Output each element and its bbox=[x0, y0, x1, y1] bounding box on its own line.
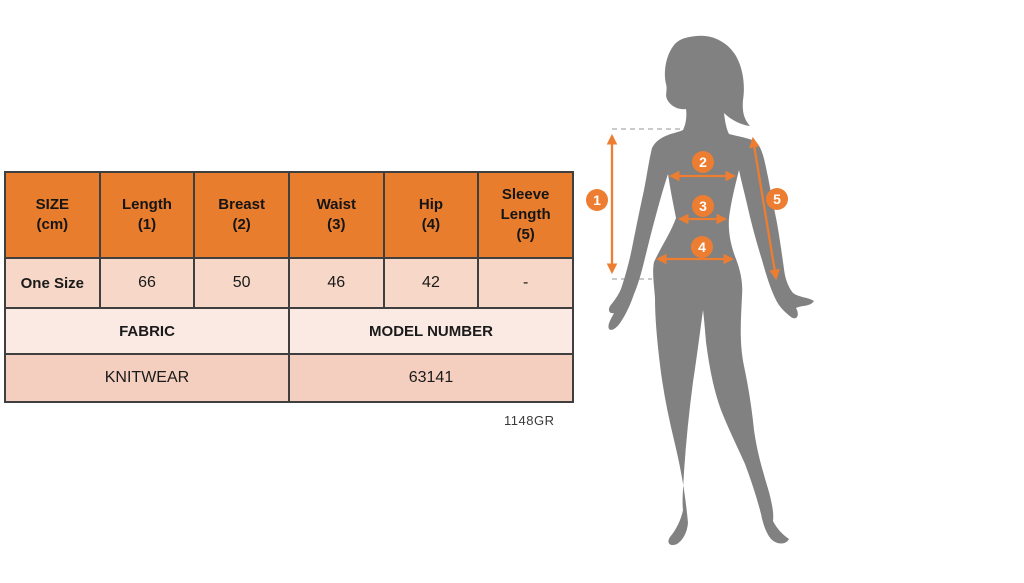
marker-4-hip: 4 bbox=[691, 236, 713, 258]
length-value: 66 bbox=[98, 257, 196, 309]
marker-5-sleeve: 5 bbox=[766, 188, 788, 210]
marker-1-length: 1 bbox=[586, 189, 608, 211]
fabric-header: FABRIC bbox=[4, 307, 290, 355]
header-sleeve-length: Sleeve Length (5) bbox=[477, 171, 574, 259]
marker-2-breast: 2 bbox=[692, 151, 714, 173]
model-number-header: MODEL NUMBER bbox=[287, 307, 575, 355]
header-length: Length (1) bbox=[98, 171, 196, 259]
table-header-row: SIZE (cm) Length (1) Breast (2) Waist (3… bbox=[4, 171, 574, 259]
sleeve-arrow bbox=[749, 136, 780, 281]
product-code: 1148GR bbox=[504, 413, 555, 428]
header-breast: Breast (2) bbox=[193, 171, 290, 259]
breast-value: 50 bbox=[193, 257, 290, 309]
size-table: SIZE (cm) Length (1) Breast (2) Waist (3… bbox=[4, 171, 575, 403]
table-row: FABRIC MODEL NUMBER bbox=[4, 307, 575, 355]
header-hip: Hip (4) bbox=[382, 171, 480, 259]
fabric-value: KNITWEAR bbox=[4, 353, 290, 403]
header-waist: Waist (3) bbox=[287, 171, 385, 259]
sleeve-length-value: - bbox=[477, 257, 574, 309]
header-size: SIZE (cm) bbox=[4, 171, 101, 259]
waist-value: 46 bbox=[287, 257, 385, 309]
table-row: One Size 66 50 46 42 - bbox=[4, 257, 574, 309]
size-value: One Size bbox=[4, 257, 101, 309]
hip-value: 42 bbox=[382, 257, 480, 309]
marker-3-waist: 3 bbox=[692, 195, 714, 217]
table-row: KNITWEAR 63141 bbox=[4, 353, 575, 403]
body-silhouette-image bbox=[608, 35, 814, 546]
model-number-value: 63141 bbox=[287, 353, 575, 403]
